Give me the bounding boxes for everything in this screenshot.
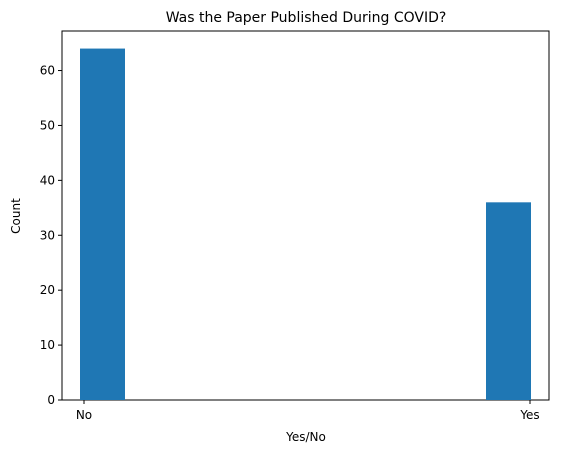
x-axis: No Yes xyxy=(76,400,540,422)
y-tick-label: 0 xyxy=(47,393,55,407)
y-tick-label: 20 xyxy=(40,283,55,297)
bar-no xyxy=(80,48,125,400)
bar-yes xyxy=(486,202,531,400)
y-tick-label: 30 xyxy=(40,228,55,242)
chart-title: Was the Paper Published During COVID? xyxy=(166,10,447,26)
y-tick-label: 40 xyxy=(40,173,55,187)
x-tick-label-yes: Yes xyxy=(519,408,539,422)
x-axis-label: Yes/No xyxy=(285,430,326,444)
y-axis: 0 10 20 30 40 50 60 xyxy=(40,64,62,407)
y-axis-label: Count xyxy=(9,198,23,234)
plot-frame xyxy=(61,30,550,401)
x-tick-label-no: No xyxy=(76,408,92,422)
bars xyxy=(80,48,531,400)
y-tick-label: 50 xyxy=(40,118,55,132)
plot-area: 0 10 20 30 40 50 60 No Yes xyxy=(40,30,550,422)
y-tick-label: 10 xyxy=(40,338,55,352)
y-tick-label: 60 xyxy=(40,64,55,78)
